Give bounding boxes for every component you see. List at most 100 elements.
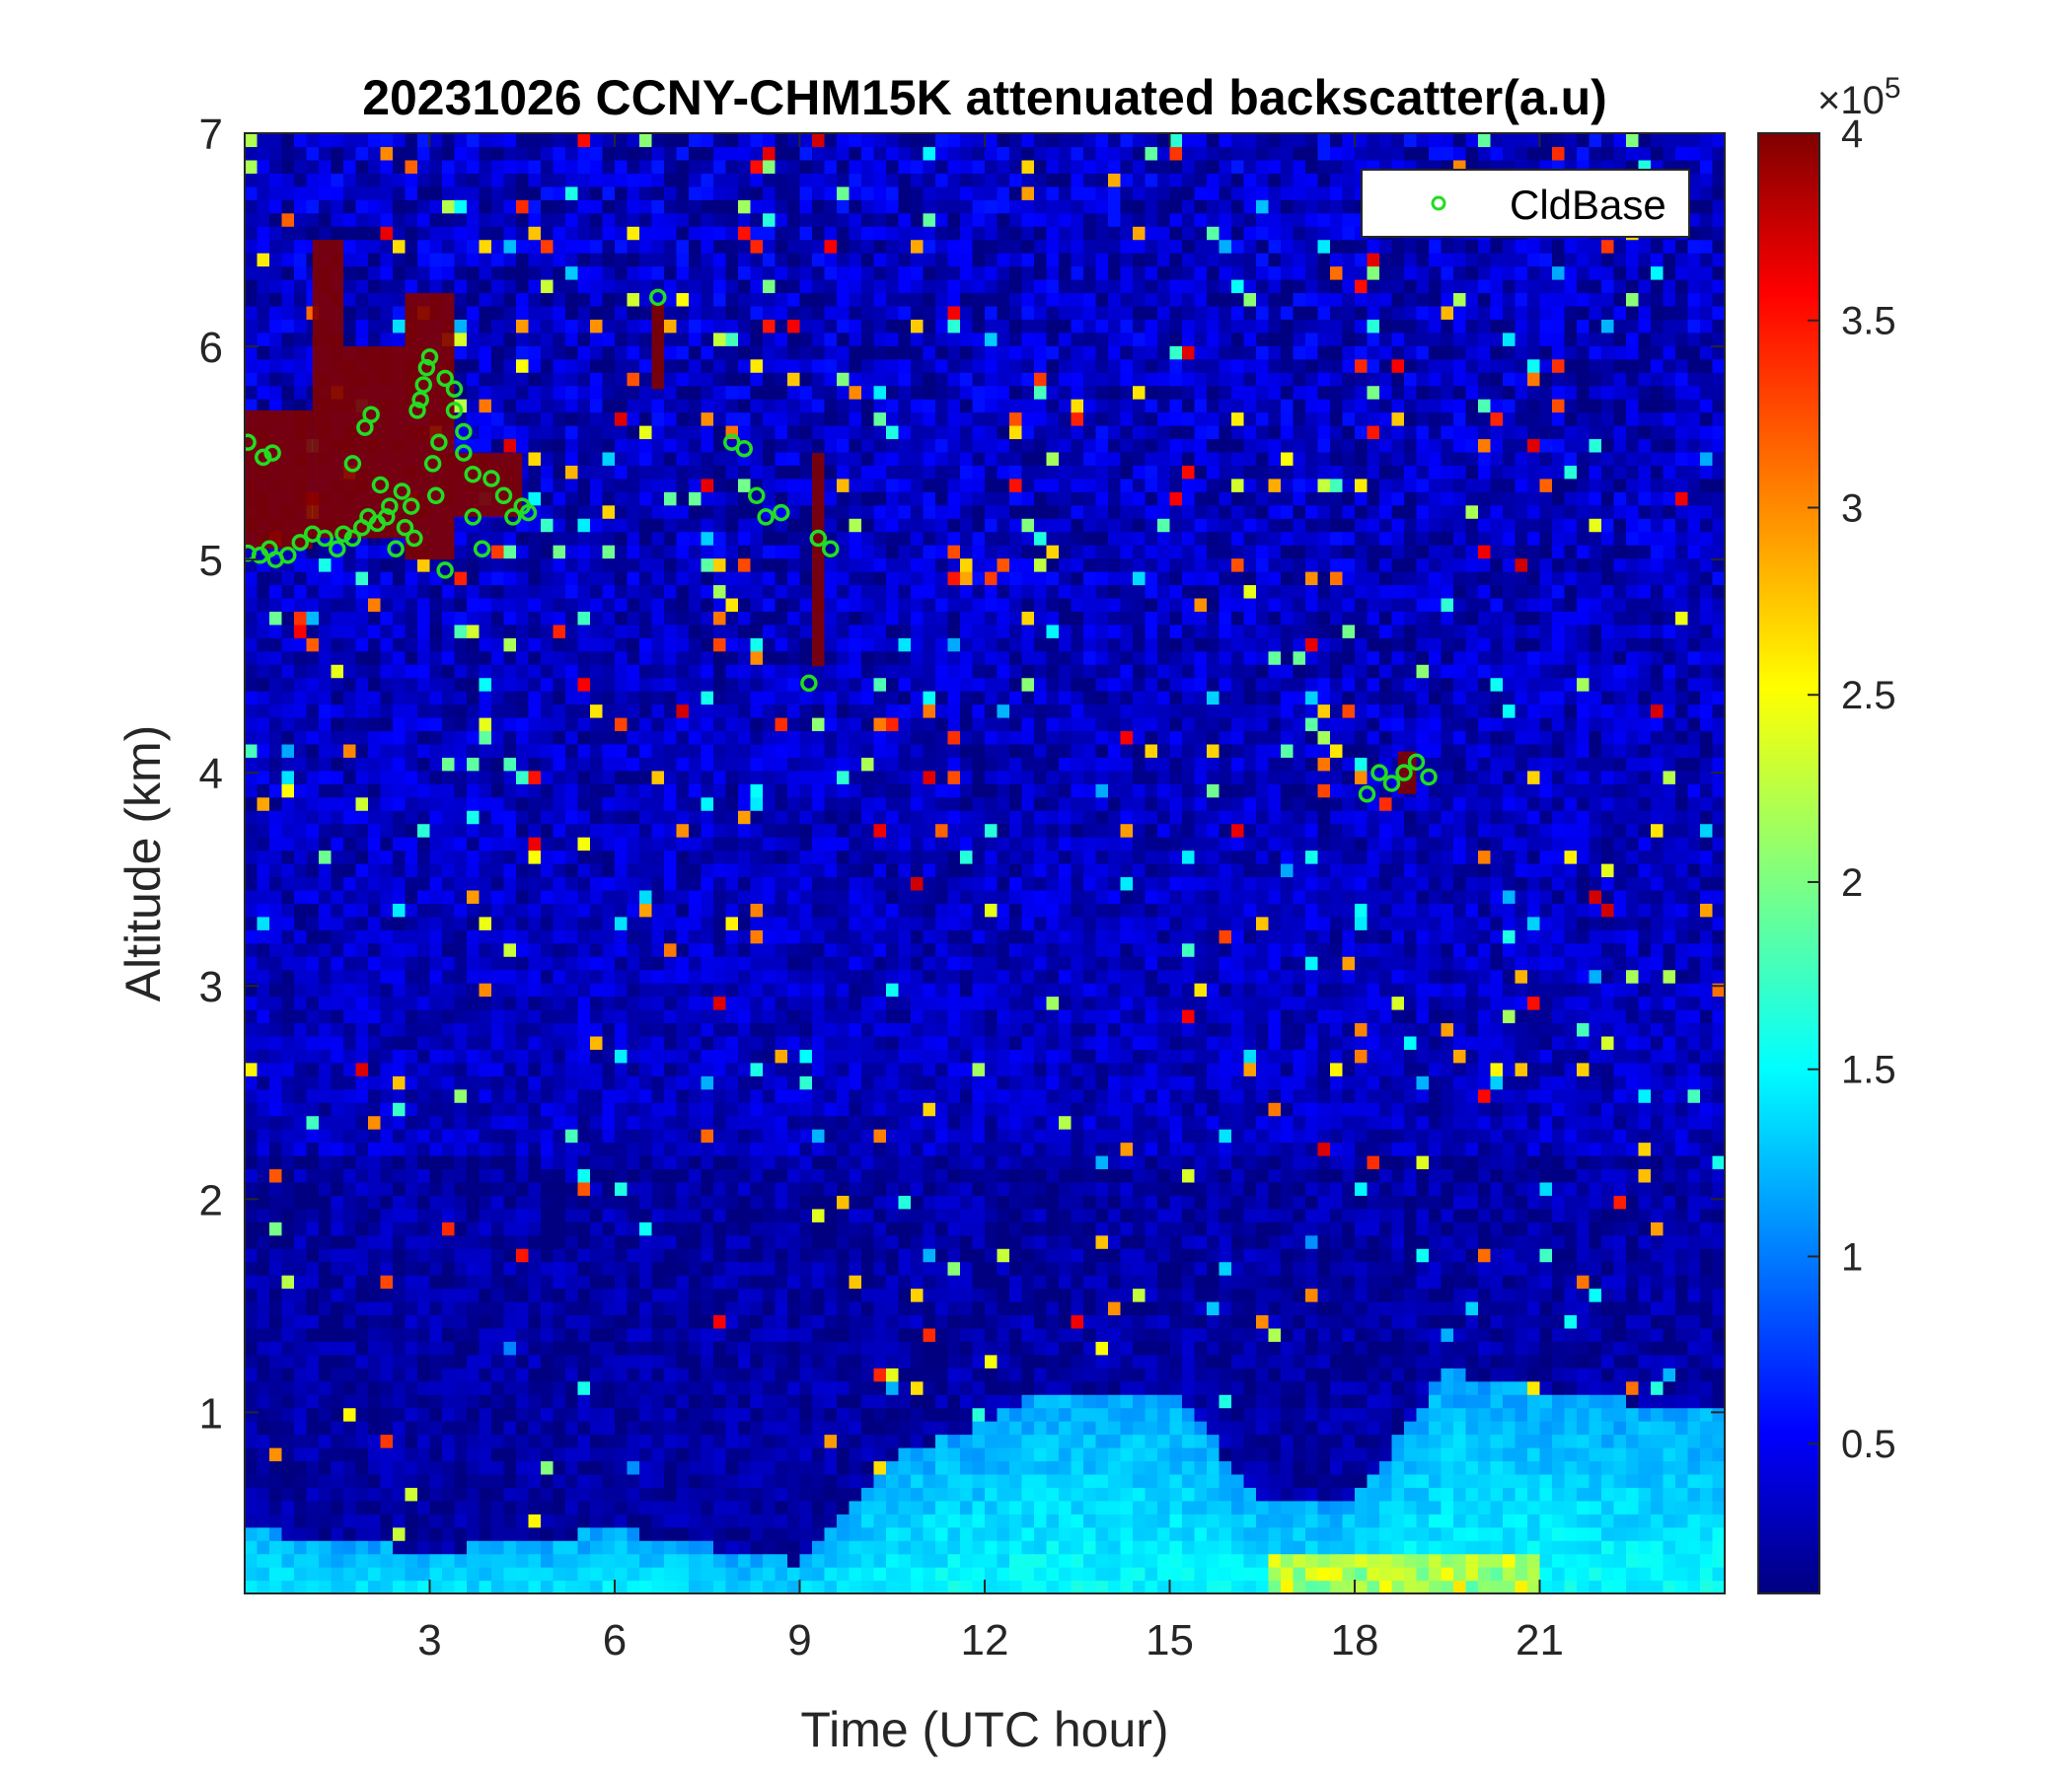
heatmap-cell <box>627 1181 640 1196</box>
heatmap-cell <box>664 571 678 586</box>
heatmap-cell <box>417 1115 431 1130</box>
heatmap-cell <box>639 1580 653 1593</box>
heatmap-cell <box>442 1354 456 1369</box>
heatmap-cell <box>528 557 542 572</box>
heatmap-cell <box>750 1195 764 1210</box>
heatmap-cell <box>257 1275 270 1290</box>
heatmap-cell <box>331 770 344 784</box>
heatmap-cell <box>799 1354 813 1369</box>
heatmap-cell <box>627 292 640 307</box>
heatmap-cell <box>763 942 777 957</box>
heatmap-cell <box>738 1514 752 1528</box>
heatmap-cell <box>725 1341 739 1356</box>
heatmap-cell <box>775 411 788 426</box>
heatmap-cell <box>405 1181 418 1196</box>
heatmap-cell <box>541 358 555 373</box>
heatmap-cell <box>294 983 308 998</box>
heatmap-cell <box>257 1115 270 1130</box>
heatmap-cell <box>343 1540 357 1555</box>
heatmap-cell <box>245 1540 259 1555</box>
heatmap-cell <box>689 253 703 267</box>
heatmap-cell <box>701 478 714 492</box>
heatmap-cell <box>615 876 629 891</box>
heatmap-cell <box>713 504 727 519</box>
heatmap-cell <box>787 1580 801 1593</box>
heatmap-cell <box>651 1380 665 1395</box>
heatmap-cell <box>602 504 616 519</box>
heatmap-cell <box>664 956 678 971</box>
heatmap-cell <box>689 385 703 400</box>
heatmap-cell <box>775 717 788 732</box>
heatmap-cell <box>294 1049 308 1064</box>
heatmap-cell <box>281 1088 295 1103</box>
heatmap-cell <box>319 1102 333 1117</box>
heatmap-cell <box>355 1129 369 1144</box>
heatmap-cell <box>442 1102 456 1117</box>
heatmap-cell <box>565 1181 579 1196</box>
heatmap-cell <box>368 1075 382 1090</box>
heatmap-cell <box>479 1580 492 1593</box>
heatmap-cell <box>651 757 665 772</box>
heatmap-cell <box>491 664 505 679</box>
heatmap-cell <box>701 1168 714 1183</box>
heatmap-cell <box>355 1434 369 1448</box>
heatmap-cell <box>615 1049 629 1064</box>
heatmap-cell <box>393 730 407 745</box>
heatmap-cell <box>750 903 764 918</box>
heatmap-cell <box>689 996 703 1010</box>
heatmap-cell <box>577 358 591 373</box>
heatmap-cell <box>306 1155 320 1170</box>
heatmap-cell <box>701 1035 714 1050</box>
heatmap-cell <box>294 743 308 758</box>
heatmap-cell <box>689 1022 703 1037</box>
heatmap-cell <box>491 1314 505 1329</box>
heatmap-cell <box>454 916 468 930</box>
heatmap-cell <box>577 1368 591 1382</box>
heatmap-cell <box>467 1075 481 1090</box>
heatmap-cell <box>281 212 295 227</box>
heatmap-cell <box>306 1460 320 1475</box>
heatmap-cell <box>676 1009 690 1024</box>
heatmap-cell <box>577 1275 591 1290</box>
heatmap-cell <box>528 969 542 984</box>
heatmap-cell <box>429 212 443 227</box>
heatmap-cell <box>393 597 407 612</box>
heatmap-cell <box>689 1460 703 1475</box>
heatmap-cell <box>245 876 259 891</box>
heatmap-cell <box>602 159 616 174</box>
heatmap-cell <box>639 385 653 400</box>
heatmap-cell <box>689 1580 703 1593</box>
heatmap-cell <box>787 518 801 533</box>
heatmap-cell <box>627 1567 640 1582</box>
heatmap-cell <box>627 372 640 387</box>
heatmap-cell <box>479 1368 492 1382</box>
heatmap-cell <box>454 1460 468 1475</box>
heatmap-cell <box>331 1022 344 1037</box>
heatmap-cell <box>553 239 566 254</box>
heatmap-cell <box>429 996 443 1010</box>
heatmap-cell <box>257 916 270 930</box>
heatmap-cell <box>491 1208 505 1222</box>
heatmap-cell <box>380 279 394 294</box>
heatmap-cell <box>319 1487 333 1502</box>
heatmap-cell <box>467 1248 481 1263</box>
heatmap-cell <box>701 1129 714 1144</box>
heatmap-cell <box>639 1421 653 1436</box>
heatmap-cell <box>615 253 629 267</box>
heatmap-cell <box>319 1129 333 1144</box>
heatmap-cell <box>750 1421 764 1436</box>
heatmap-cell <box>355 996 369 1010</box>
heatmap-cell <box>516 1009 530 1024</box>
heatmap-cell <box>664 518 678 533</box>
heatmap-cell <box>269 1514 283 1528</box>
heatmap-cell <box>319 1234 333 1249</box>
heatmap-cell <box>664 1341 678 1356</box>
heatmap-cell <box>454 837 468 851</box>
heatmap-cell <box>750 1368 764 1382</box>
heatmap-cell <box>479 823 492 838</box>
heatmap-cell <box>701 411 714 426</box>
heatmap-cell <box>689 1221 703 1236</box>
heatmap-cell <box>689 1168 703 1183</box>
heatmap-cell <box>467 1473 481 1488</box>
heatmap-cell <box>590 385 604 400</box>
